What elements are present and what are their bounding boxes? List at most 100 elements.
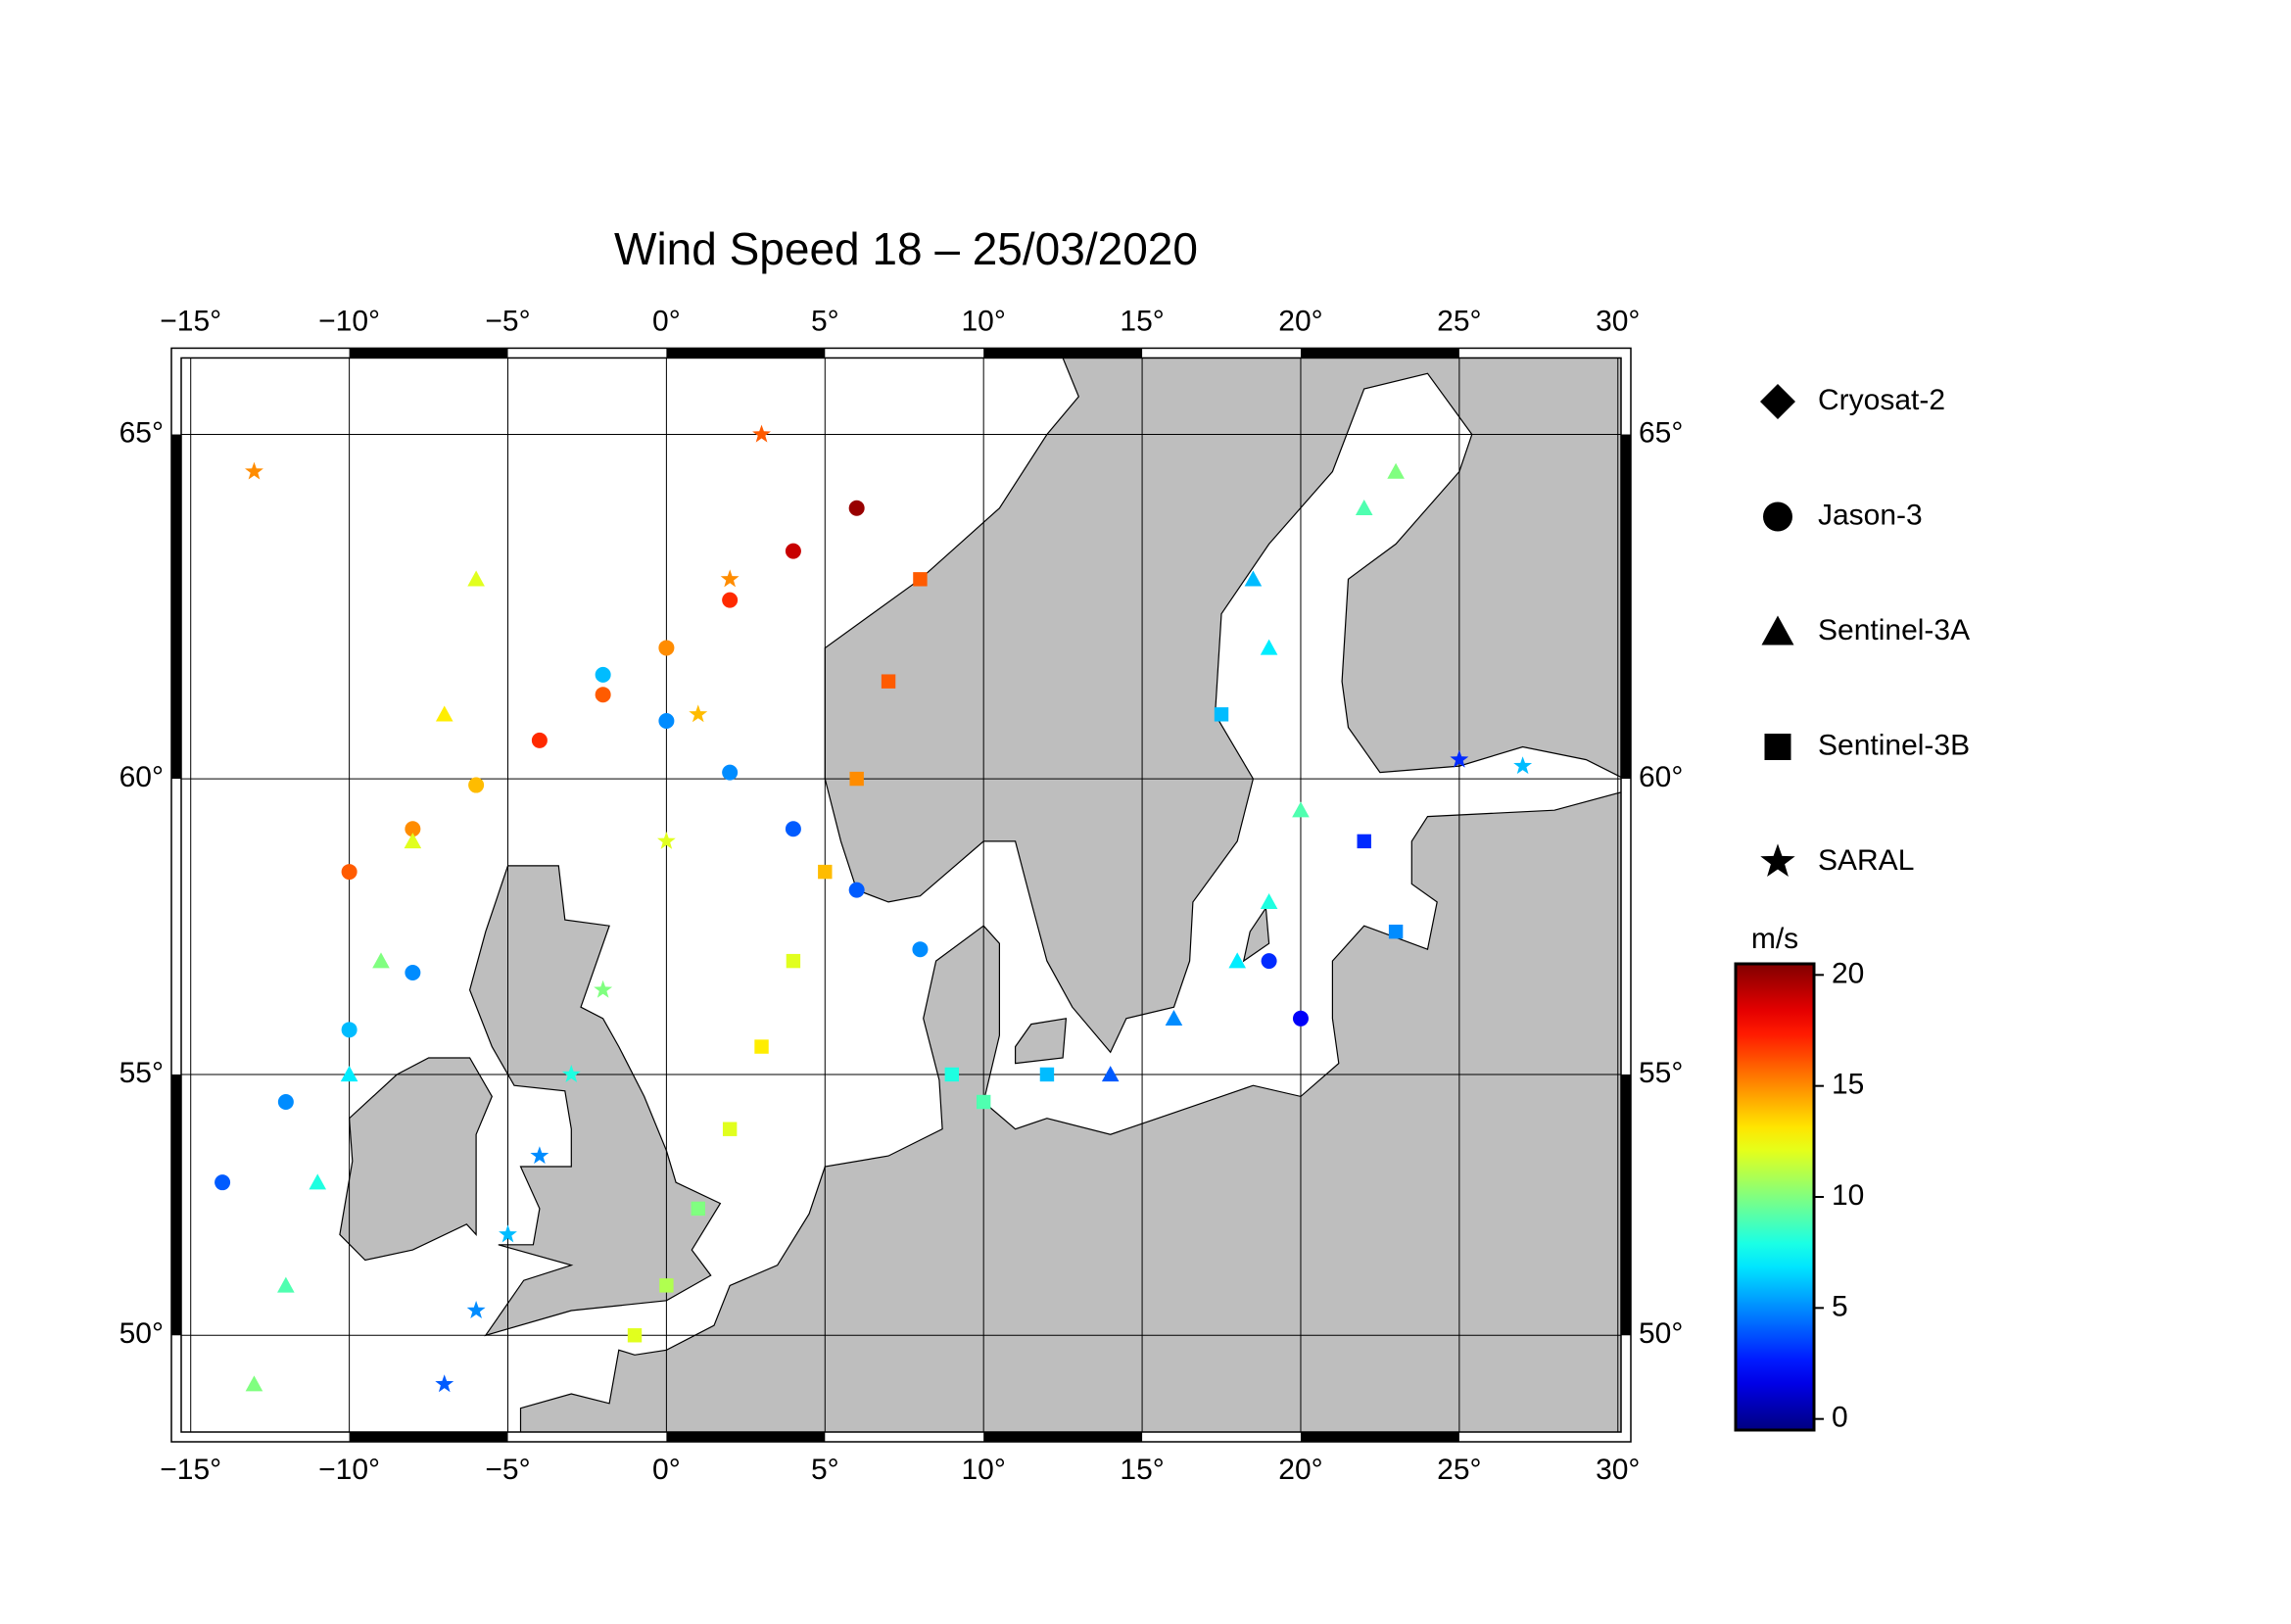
map-title: Wind Speed 18 – 25/03/2020 bbox=[614, 223, 1198, 274]
marker-triangle bbox=[1165, 1009, 1183, 1026]
marker-circle bbox=[595, 687, 611, 703]
marker-triangle bbox=[1355, 499, 1373, 515]
marker-circle bbox=[912, 941, 929, 958]
marker-circle bbox=[405, 964, 421, 980]
marker-square bbox=[818, 864, 833, 880]
x-tick-label: −5° bbox=[485, 305, 530, 337]
marker-triangle bbox=[309, 1173, 327, 1190]
x-tick-label: 10° bbox=[961, 305, 1005, 337]
frame-band bbox=[1621, 434, 1631, 780]
marker-circle bbox=[341, 1022, 358, 1038]
land bbox=[1015, 1018, 1068, 1065]
marker-square bbox=[659, 1278, 674, 1293]
x-tick-label: 0° bbox=[652, 305, 681, 337]
marker-circle bbox=[595, 666, 611, 683]
marker-circle bbox=[848, 500, 865, 516]
marker-circle bbox=[215, 1174, 231, 1191]
marker-circle bbox=[722, 764, 739, 781]
marker-star bbox=[530, 1146, 549, 1165]
x-tick-label: −15° bbox=[160, 305, 221, 337]
marker-square bbox=[1388, 924, 1404, 939]
x-tick-label: −15° bbox=[160, 1454, 221, 1486]
frame-band bbox=[349, 348, 508, 358]
frame-band bbox=[1300, 1432, 1459, 1442]
marker-star bbox=[466, 1301, 486, 1318]
marker-triangle bbox=[467, 570, 485, 587]
y-tick-label: 65° bbox=[119, 416, 164, 449]
x-tick-label: 10° bbox=[961, 1454, 1005, 1486]
marker-star bbox=[657, 832, 676, 849]
frame-band bbox=[171, 1074, 181, 1336]
marker-square bbox=[976, 1094, 991, 1110]
marker-circle bbox=[658, 640, 675, 656]
marker-circle bbox=[658, 712, 675, 729]
marker-star bbox=[435, 1374, 454, 1393]
marker-square bbox=[786, 953, 801, 969]
x-tick-label: 25° bbox=[1437, 305, 1481, 337]
marker-square bbox=[1039, 1067, 1055, 1082]
marker-triangle bbox=[1101, 1066, 1120, 1082]
marker-star bbox=[561, 1065, 581, 1082]
marker-circle bbox=[341, 864, 358, 881]
marker-star bbox=[1450, 749, 1469, 768]
y-tick-label: 50° bbox=[119, 1317, 164, 1350]
marker-triangle bbox=[1387, 462, 1405, 479]
frame-band bbox=[666, 348, 826, 358]
marker-square bbox=[1764, 734, 1791, 760]
legend-label: SARAL bbox=[1818, 844, 1914, 877]
frame-outer bbox=[170, 347, 1632, 1443]
marker-triangle bbox=[277, 1276, 295, 1293]
frame-band bbox=[349, 1432, 508, 1442]
marker-star bbox=[689, 704, 708, 723]
x-tick-label: 20° bbox=[1278, 1454, 1322, 1486]
marker-diamond bbox=[1760, 384, 1795, 419]
marker-circle bbox=[1763, 502, 1792, 532]
x-tick-label: 15° bbox=[1120, 305, 1164, 337]
y-tick-label: 55° bbox=[119, 1057, 164, 1089]
marker-square bbox=[691, 1201, 705, 1217]
colorbar-label: m/s bbox=[1751, 923, 1798, 955]
marker-star bbox=[1760, 843, 1795, 877]
marker-triangle bbox=[340, 1066, 358, 1082]
marker-square bbox=[881, 674, 896, 689]
x-tick-label: −10° bbox=[318, 1454, 380, 1486]
y-tick-label: 60° bbox=[1639, 761, 1683, 793]
marker-circle bbox=[785, 821, 801, 837]
marker-triangle bbox=[1761, 615, 1794, 645]
legend-label: Sentinel-3B bbox=[1818, 729, 1970, 761]
marker-circle bbox=[531, 732, 548, 748]
marker-square bbox=[722, 1122, 738, 1136]
frame-band bbox=[983, 348, 1143, 358]
marker-triangle bbox=[435, 705, 453, 722]
marker-triangle bbox=[1228, 952, 1247, 969]
land-layer bbox=[339, 358, 1621, 1432]
marker-square bbox=[1357, 834, 1371, 849]
points-layer bbox=[215, 424, 1533, 1393]
marker-circle bbox=[722, 592, 739, 608]
marker-circle bbox=[785, 543, 801, 559]
x-tick-label: 5° bbox=[811, 305, 839, 337]
marker-star bbox=[594, 979, 613, 998]
marker-triangle bbox=[1244, 570, 1263, 587]
colorbar bbox=[1734, 962, 1816, 1432]
x-tick-label: 20° bbox=[1278, 305, 1322, 337]
x-tick-label: −10° bbox=[318, 305, 380, 337]
marker-star bbox=[499, 1224, 517, 1243]
marker-square bbox=[913, 572, 928, 587]
marker-triangle bbox=[1260, 639, 1278, 655]
x-tick-label: 15° bbox=[1120, 1454, 1164, 1486]
frame-band bbox=[666, 1432, 826, 1442]
y-tick-label: 50° bbox=[1639, 1317, 1683, 1350]
y-tick-label: 60° bbox=[119, 761, 164, 793]
marker-triangle bbox=[245, 1375, 263, 1392]
x-tick-label: 5° bbox=[811, 1454, 839, 1486]
legend-label: Jason-3 bbox=[1818, 499, 1923, 531]
x-tick-label: 25° bbox=[1437, 1454, 1481, 1486]
marker-triangle bbox=[372, 952, 390, 969]
marker-triangle bbox=[404, 833, 422, 849]
frame-band bbox=[1621, 1074, 1631, 1336]
land bbox=[468, 865, 722, 1337]
colorbar-tick-label: 15 bbox=[1832, 1069, 1864, 1101]
